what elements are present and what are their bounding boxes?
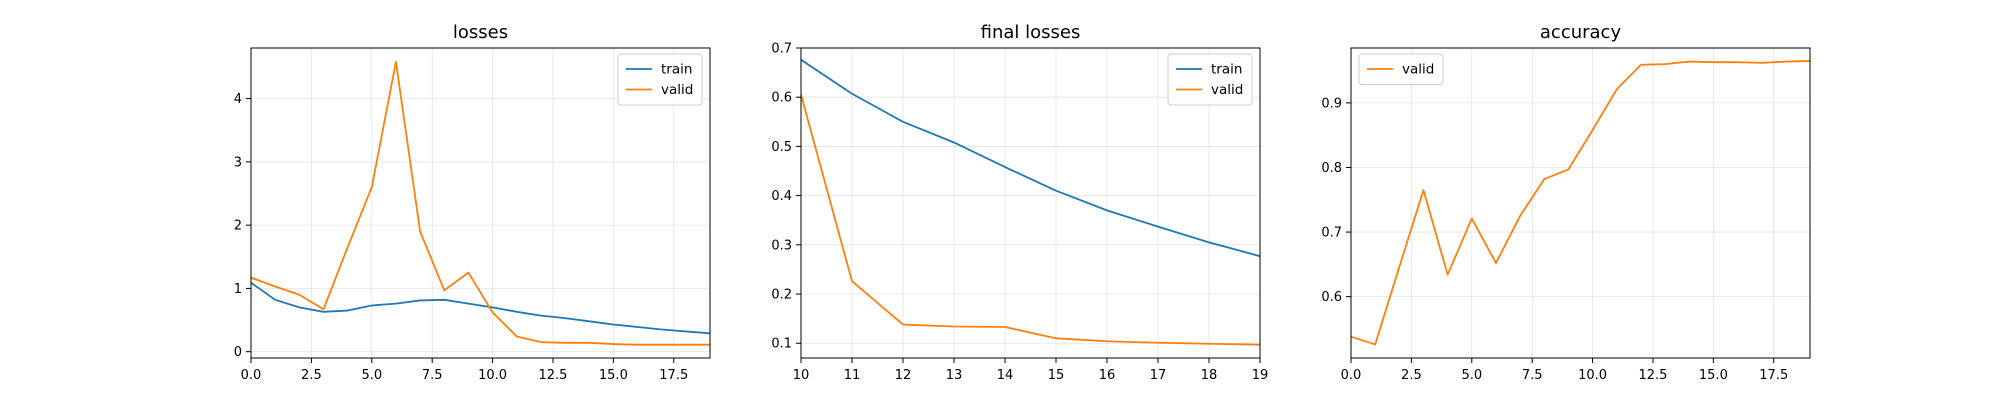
x-tick-label: 17.5 bbox=[1759, 368, 1788, 383]
legend-label-train: train bbox=[1211, 62, 1242, 78]
legend-label-valid: valid bbox=[1211, 82, 1243, 98]
series-line-train bbox=[251, 281, 710, 335]
series-line-valid bbox=[251, 61, 710, 346]
legend: train valid bbox=[617, 53, 703, 106]
x-tick-label: 15.0 bbox=[1699, 368, 1728, 383]
x-tick-label: 17 bbox=[1150, 368, 1167, 383]
x-tick-label: 7.5 bbox=[1522, 368, 1543, 383]
y-tick-label: 0 bbox=[234, 345, 242, 360]
x-tick-label: 10 bbox=[793, 368, 810, 383]
chart-title: final losses bbox=[981, 22, 1081, 43]
x-tick-label: 0.0 bbox=[1341, 368, 1362, 383]
y-tick-label: 0.4 bbox=[771, 189, 792, 204]
chart-panel-3: 0.0 2.5 5.0 7.5 10.0 12.5 15.0 17.5 0.6 0.7 0.8 0.9… bbox=[1321, 22, 1811, 383]
x-tick-label: 5.0 bbox=[361, 368, 382, 383]
x-tick-label: 16 bbox=[1099, 368, 1116, 383]
chart-panel-1: 0.0 2.5 5.0 7.5 10.0 12.5 15.0 17.5 0 1 2 3 4 losses t… bbox=[234, 22, 711, 383]
y-tick-label: 0.9 bbox=[1321, 96, 1342, 111]
x-tick-label: 2.5 bbox=[1401, 368, 1422, 383]
legend: valid bbox=[1358, 53, 1444, 85]
legend-box bbox=[1358, 53, 1444, 85]
chart-title: losses bbox=[453, 22, 508, 43]
legend-label-valid: valid bbox=[1402, 62, 1434, 78]
x-tick-label: 5.0 bbox=[1461, 368, 1482, 383]
legend: train valid bbox=[1167, 53, 1253, 106]
y-tick-label: 0.6 bbox=[771, 91, 792, 106]
x-tick-label: 2.5 bbox=[301, 368, 322, 383]
x-tick-label: 10.0 bbox=[1578, 368, 1607, 383]
y-tick-label: 0.8 bbox=[1321, 161, 1342, 176]
chart-panel-2: 10 11 12 13 14 15 16 17 18 19 0.1 0.2 0.3 0.4 0.5 0.6 0.… bbox=[771, 22, 1268, 383]
x-tick-label: 15.0 bbox=[599, 368, 628, 383]
plot-frame bbox=[800, 47, 1261, 359]
x-tick-label: 18 bbox=[1201, 368, 1218, 383]
legend-label-valid: valid bbox=[661, 82, 693, 98]
y-tick-label: 2 bbox=[234, 219, 242, 234]
x-tick-label: 12.5 bbox=[538, 368, 567, 383]
x-tick-label: 12 bbox=[895, 368, 912, 383]
chart-title: accuracy bbox=[1540, 22, 1622, 43]
plot-frame bbox=[250, 47, 711, 359]
x-tick-label: 11 bbox=[844, 368, 861, 383]
x-tick-label: 0.0 bbox=[241, 368, 262, 383]
x-tick-label: 15 bbox=[1048, 368, 1065, 383]
x-tick-label: 13 bbox=[946, 368, 963, 383]
series-line-valid bbox=[801, 93, 1260, 346]
y-tick-label: 0.3 bbox=[771, 238, 792, 253]
legend-label-train: train bbox=[661, 62, 692, 78]
y-tick-label: 0.5 bbox=[771, 140, 792, 155]
x-tick-label: 10.0 bbox=[478, 368, 507, 383]
y-tick-label: 4 bbox=[234, 92, 242, 107]
y-tick-label: 0.7 bbox=[1321, 226, 1342, 241]
x-tick-label: 12.5 bbox=[1638, 368, 1667, 383]
y-tick-label: 0.2 bbox=[771, 288, 792, 303]
x-tick-label: 7.5 bbox=[422, 368, 443, 383]
legend-box bbox=[617, 53, 703, 106]
y-tick-label: 0.7 bbox=[771, 42, 792, 57]
series-line-train bbox=[801, 58, 1260, 258]
series-line-valid bbox=[1351, 60, 1810, 346]
y-tick-label: 1 bbox=[234, 282, 242, 297]
legend-box bbox=[1167, 53, 1253, 106]
y-tick-label: 3 bbox=[234, 155, 242, 170]
y-tick-label: 0.6 bbox=[1321, 290, 1342, 305]
x-tick-label: 17.5 bbox=[659, 368, 688, 383]
x-tick-label: 14 bbox=[997, 368, 1014, 383]
x-tick-label: 19 bbox=[1252, 368, 1269, 383]
y-tick-label: 0.1 bbox=[771, 337, 792, 352]
plot-frame bbox=[1350, 47, 1811, 359]
